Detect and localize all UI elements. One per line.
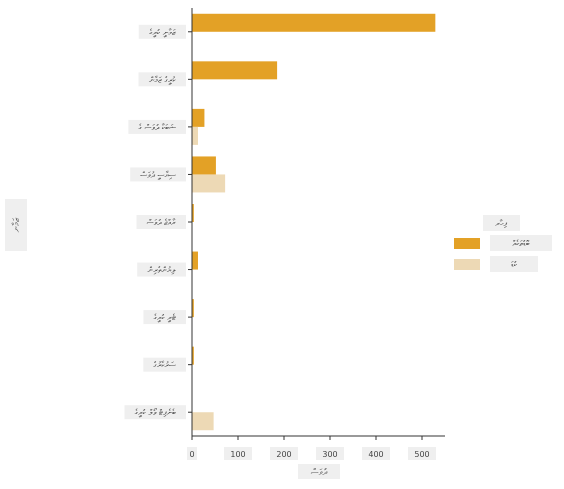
y-axis-title-bg [5,199,27,251]
y-tick-label-bg [143,310,186,325]
legend-title-bg [483,215,520,231]
labels-layer: ޒަމާނީ ކުރީގެ ކުރީގެ ޒަމާން ޝަބަކާ ދުވަސް … [5,24,436,479]
bars-layer [192,13,436,431]
y-tick-label-bg [138,72,186,87]
x-tick-label: 0 [189,450,194,459]
x-tick-label-bg [224,447,252,460]
bar-primary [192,61,278,80]
y-tick-label-bg [143,357,186,372]
legend-swatch [454,259,480,270]
x-tick-label: 100 [230,450,245,459]
bar-primary [192,251,198,270]
y-tick-label: ރާއްޖެ ދުވަސް [147,218,176,227]
y-tick-label-bg [138,24,186,39]
legend-title: ފިހާރ [495,219,507,228]
x-axis-title-bg [298,464,340,479]
y-tick-label: ޝަބަކާ ދުވަސް ގެ [138,123,176,132]
bar-primary [192,299,194,318]
bar-primary [192,13,436,32]
bar-secondary [192,412,214,431]
x-tick-label: 400 [368,450,383,459]
legend-swatch [454,238,480,249]
bar-primary [192,346,194,365]
x-tick-label-bg [270,447,298,460]
legend-label-bg [490,256,538,272]
x-axis-title: ދުވަސް [311,468,329,478]
bar-secondary [192,126,198,145]
x-tick-label-bg [408,447,436,460]
y-tick-label-bg [128,119,186,134]
x-tick-label: 300 [322,450,337,459]
bar-primary [192,108,205,127]
y-axis-title: ޒަމާނ [12,217,22,232]
y-tick-label-bg [130,167,186,182]
y-tick-label-bg [136,215,186,229]
y-tick-label: ބެނެފިޓް ވޯލް ކުރީގެ [135,407,176,418]
legend-label-bg [490,235,552,251]
x-tick-label-bg [362,447,390,460]
y-tick-label: ސިޔާސީ ދުވަސް [140,170,176,180]
y-tick-label: ޒަމާނީ ކުރީގެ [149,28,176,38]
legend: ފިހާރ ބޮޑުތަކެއް ކުޑަ [454,215,552,272]
y-tick-label-bg [137,262,186,277]
y-tick-label: ޓެރީ ކުރީގެ [153,313,176,323]
y-tick-label: ސަރުކާރުގެ [153,361,176,370]
y-tick-label: ލިޔުންތެރިން [147,266,176,275]
x-tick-label-bg [316,447,344,460]
bar-secondary [192,174,226,193]
legend-label: ކުޑަ [510,260,517,269]
bar-primary [192,156,216,175]
x-tick-label-bg [187,447,197,460]
x-tick-label: 500 [414,450,429,459]
y-tick-label: ކުރީގެ ޒަމާން [149,75,176,85]
bar-primary [192,204,194,222]
axes-layer [188,8,445,440]
y-tick-label-bg [124,405,186,420]
legend-label: ބޮޑުތަކެއް [512,239,530,248]
x-tick-label: 200 [276,450,291,459]
